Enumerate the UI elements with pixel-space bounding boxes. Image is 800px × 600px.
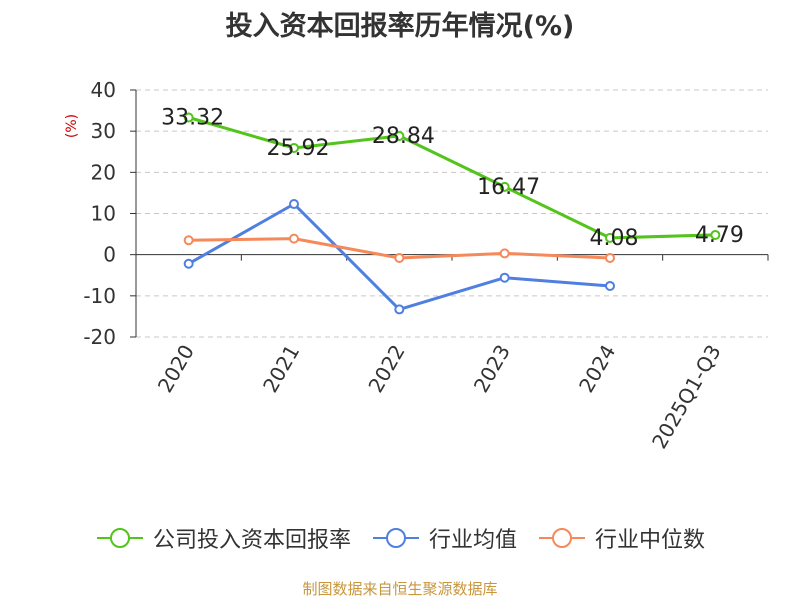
legend-line-marker-orange-icon	[539, 528, 585, 548]
line-chart: 40 30 20 10 0 -10 -20 2020 2021 2022 2023 2024 2025…	[64, 78, 769, 453]
data-point	[499, 248, 510, 259]
legend-label-company: 公司投入资本回报率	[152, 528, 351, 553]
legend-label-industry-mean: 行业均值	[428, 528, 517, 553]
legend-item-industry-mean[interactable]: 行业均值	[371, 522, 517, 554]
data-point	[183, 112, 194, 123]
data-point	[394, 252, 405, 263]
x-tick-label: 2021	[258, 341, 304, 397]
data-label: 25.92	[267, 136, 330, 161]
legend-item-industry-median[interactable]: 行业中位数	[537, 522, 705, 554]
data-point	[605, 232, 615, 243]
legend-item-company[interactable]: 公司投入资本回报率	[95, 522, 351, 554]
x-tick-label: 2022	[363, 341, 409, 397]
series-line	[188, 116, 716, 240]
y-tick-label: 0	[103, 243, 116, 267]
data-point	[394, 304, 405, 315]
x-tick-label: 2023	[469, 340, 515, 396]
x-axis-ticks: 2020 2021 2022 2023 2024 2025Q1-Q3	[153, 340, 726, 452]
data-point	[289, 142, 299, 153]
data-point	[183, 258, 194, 269]
y-tick-label: 10	[91, 202, 116, 226]
y-axis-label: (%)	[64, 114, 80, 138]
data-point	[289, 199, 299, 210]
data-labels: 33.32 25.92 28.84 16.47 4.08 4.79	[161, 105, 744, 250]
data-point	[183, 235, 194, 246]
grid-lines	[136, 89, 768, 338]
chart-title: 投入资本回报率历年情况(%)	[225, 11, 575, 42]
y-tick-label: -20	[83, 325, 116, 349]
x-tick-label: 2024	[574, 341, 620, 397]
data-point	[710, 229, 721, 240]
data-label: 16.47	[477, 175, 540, 200]
legend-line-marker-blue-icon	[372, 528, 419, 548]
series-lines	[183, 112, 721, 315]
data-label: 4.08	[590, 226, 639, 251]
data-point	[499, 272, 510, 283]
data-point	[394, 130, 405, 141]
data-label: 28.84	[372, 124, 435, 149]
y-axis-ticks: 40 30 20 10 0 -10 -20	[83, 78, 116, 349]
data-source-note: 制图数据来自恒生聚源数据库	[302, 580, 498, 598]
data-point	[605, 280, 615, 291]
legend-line-marker-green-icon	[96, 528, 143, 548]
data-point	[289, 233, 299, 244]
y-tick-label: -10	[83, 284, 116, 308]
y-tick-label: 30	[91, 119, 116, 143]
data-point	[499, 181, 510, 192]
y-tick-label: 20	[91, 160, 116, 184]
data-label: 33.32	[161, 105, 224, 130]
data-label: 4.79	[695, 223, 744, 248]
legend-label-industry-median: 行业中位数	[595, 528, 706, 553]
x-tick-label: 2025Q1-Q3	[647, 341, 726, 453]
data-point	[605, 252, 615, 263]
legend: 公司投入资本回报率 行业均值 行业中位数	[0, 518, 800, 558]
x-tick-label: 2020	[153, 341, 199, 397]
y-tick-label: 40	[91, 78, 116, 102]
